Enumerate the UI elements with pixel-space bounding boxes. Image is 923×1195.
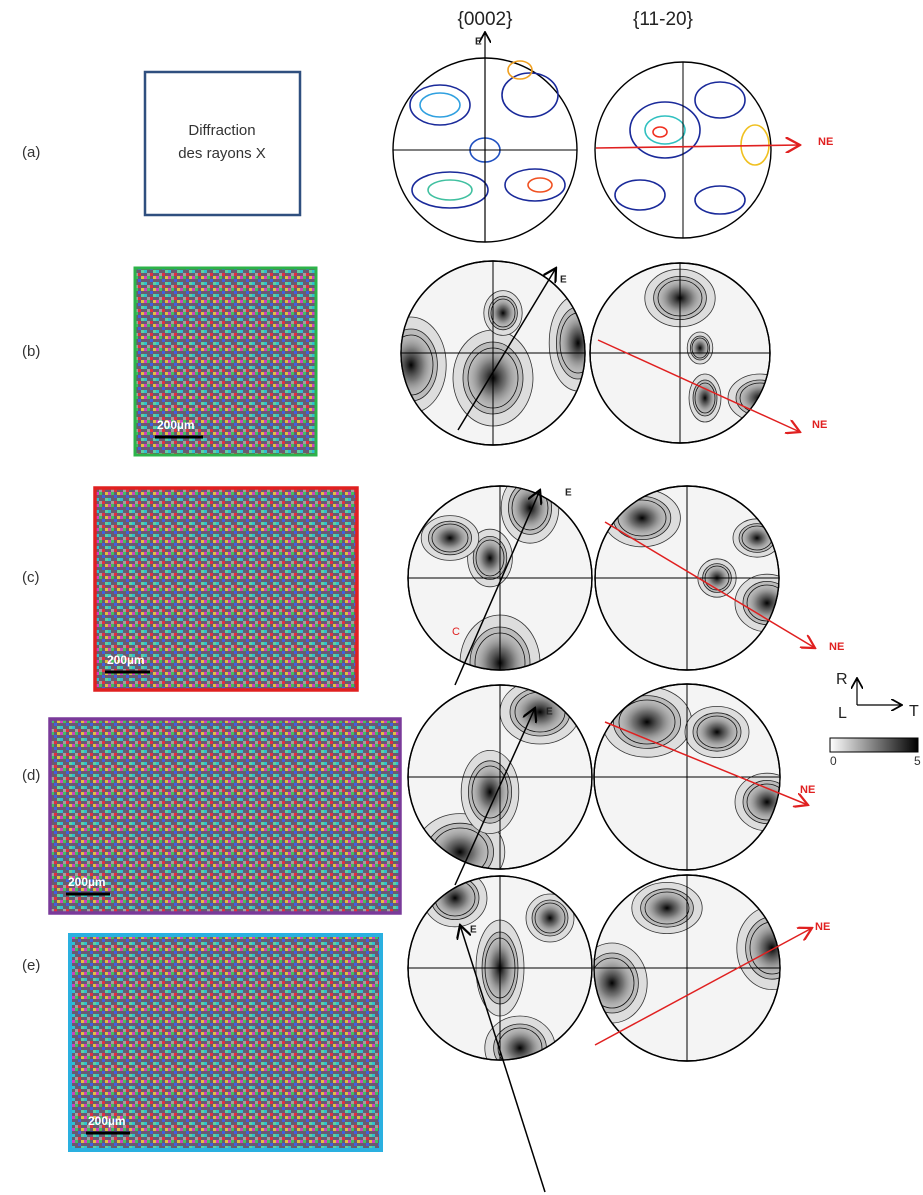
pf-element — [741, 525, 773, 551]
pf-element — [511, 486, 549, 531]
axis-label: NE — [818, 136, 833, 148]
axis-label: E — [565, 488, 572, 499]
row-label: (c) — [22, 569, 40, 586]
pf-element — [604, 721, 808, 805]
colorbar — [829, 737, 919, 753]
pf-element — [597, 339, 800, 432]
scale-label: 200µm — [107, 653, 145, 667]
ebsd-map — [48, 717, 402, 915]
colorbar-label: 5 — [914, 754, 921, 768]
pf-element — [618, 699, 676, 745]
ebsd-map — [93, 486, 359, 692]
row-label: (d) — [22, 767, 40, 784]
scale-label: 200µm — [88, 1114, 126, 1128]
column-header: {11-20} — [633, 9, 693, 30]
axis-label: E — [546, 707, 553, 718]
ebsd-map — [68, 933, 383, 1152]
pf-element — [475, 539, 505, 577]
axis-label: NE — [812, 419, 827, 431]
pf-element — [401, 334, 434, 396]
ebsd-map — [133, 266, 318, 457]
pf-element — [460, 925, 546, 1193]
scale-label: 200µm — [68, 875, 106, 889]
pf-element — [746, 783, 780, 821]
pf-element — [420, 486, 560, 670]
pf-element — [454, 708, 535, 886]
pf-element — [594, 957, 635, 1009]
pf-element — [534, 902, 566, 934]
scale-bars — [66, 435, 203, 1135]
pf-element — [431, 523, 469, 553]
pf-element — [514, 691, 566, 733]
pf-element — [617, 499, 667, 537]
pf-element — [457, 268, 556, 431]
pole-figure — [594, 61, 800, 239]
axis-label: E — [470, 925, 477, 936]
axis-label: E — [475, 37, 482, 48]
box-text: Diffraction — [188, 122, 255, 139]
colorbar-label: 0 — [830, 754, 837, 768]
mark-label: C — [452, 626, 460, 638]
pf-element — [454, 490, 540, 686]
pf-element — [691, 337, 709, 359]
pf-element — [401, 290, 585, 427]
pf-element — [604, 521, 815, 648]
pf-element — [594, 928, 812, 1046]
row-label: (e) — [22, 957, 40, 974]
pole-figure — [392, 32, 578, 243]
pf-element — [739, 382, 770, 414]
sample-axes — [857, 678, 902, 705]
pf-element — [431, 827, 489, 869]
axis-name: T — [909, 703, 919, 720]
axis-label: E — [560, 275, 567, 286]
method-box — [143, 70, 302, 217]
pf-element — [696, 715, 738, 749]
axis-label: NE — [815, 921, 830, 933]
pf-element — [490, 298, 516, 328]
pf-element — [644, 891, 690, 925]
axis-name: R — [836, 671, 848, 688]
pf-element — [471, 765, 509, 819]
pf-element — [497, 1027, 543, 1060]
scale-label: 200µm — [157, 418, 195, 432]
pf-element — [694, 382, 716, 414]
axis-name: L — [838, 705, 847, 722]
box-text: des rayons X — [178, 145, 266, 162]
row-label: (a) — [22, 144, 40, 161]
column-header: {0002} — [458, 9, 513, 30]
axis-label: NE — [800, 784, 815, 796]
pf-element — [746, 584, 779, 622]
axis-label: NE — [829, 641, 844, 653]
row-label: (b) — [22, 343, 40, 360]
pole-figures — [400, 260, 815, 1193]
